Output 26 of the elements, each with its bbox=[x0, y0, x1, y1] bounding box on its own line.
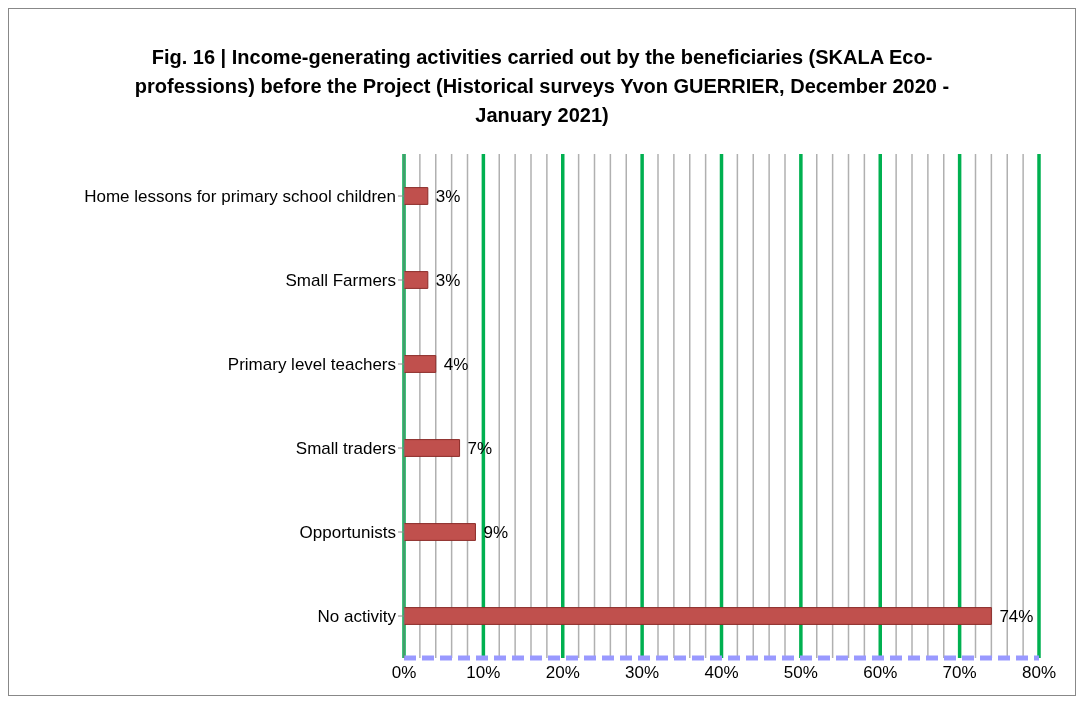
y-tick-label: No activity bbox=[317, 607, 397, 627]
data-label: 4% bbox=[443, 355, 469, 374]
x-tick-label: 30% bbox=[625, 663, 660, 683]
x-tick-label: 70% bbox=[942, 663, 977, 683]
y-tick-label: Primary level teachers bbox=[227, 355, 396, 375]
chart-title: Fig. 16 | Income-generating activities carried out by the beneficiaries (SKALA Eco-professions) before the Project (Historical surveys Yvon GUERRIER, December 2020 - January 2021) bbox=[133, 45, 951, 128]
bar bbox=[404, 271, 429, 289]
x-tick-label: 10% bbox=[466, 663, 501, 683]
x-tick-label: 50% bbox=[783, 663, 818, 683]
x-tick-label: 80% bbox=[1021, 663, 1057, 683]
data-label: 74% bbox=[999, 607, 1034, 626]
y-tick-label: Home lessons for primary school children bbox=[84, 187, 396, 207]
y-tick-label: Small traders bbox=[295, 439, 396, 459]
x-tick-label: 20% bbox=[545, 663, 580, 683]
bar bbox=[404, 607, 992, 625]
data-label: 3% bbox=[435, 271, 461, 290]
x-tick-label: 0% bbox=[391, 663, 417, 683]
y-tick-label: Small Farmers bbox=[285, 271, 396, 291]
y-tick-label: Opportunists bbox=[299, 523, 396, 543]
data-label: 3% bbox=[435, 187, 461, 206]
x-tick-label: 60% bbox=[863, 663, 898, 683]
x-tick-label: 40% bbox=[704, 663, 739, 683]
bar bbox=[404, 439, 461, 457]
bar bbox=[404, 355, 437, 373]
bar bbox=[404, 523, 476, 541]
bar bbox=[404, 187, 429, 205]
